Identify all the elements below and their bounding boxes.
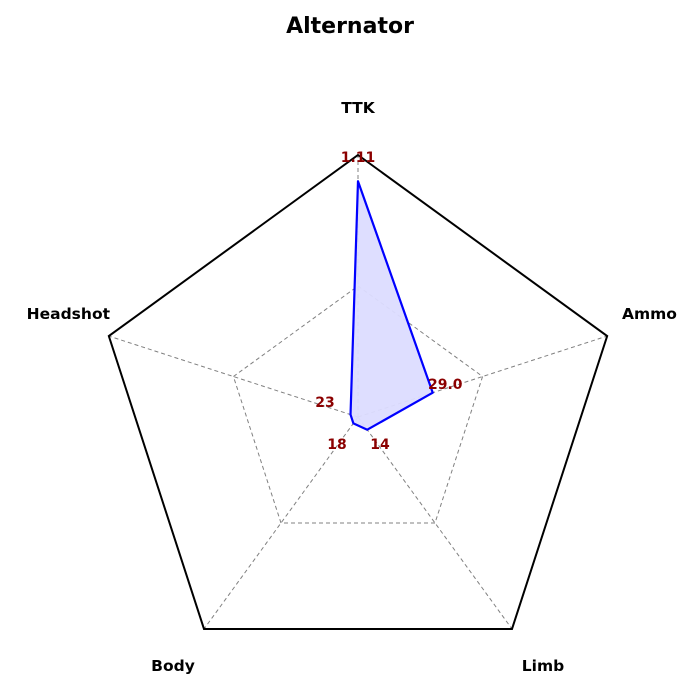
value-label-headshot: 23 xyxy=(315,395,334,411)
outer-frame xyxy=(107,153,609,630)
axis-label-ttk: TTK xyxy=(341,99,376,117)
value-label-body: 18 xyxy=(327,437,346,453)
axis-label-limb: Limb xyxy=(522,657,564,675)
chart-title: Alternator xyxy=(286,14,414,39)
spoke-limb xyxy=(357,416,513,630)
series-polygon-1 xyxy=(349,180,434,431)
axis-label-body: Body xyxy=(151,657,195,675)
value-label-limb: 14 xyxy=(370,437,390,453)
label-layer: TTK Ammo Limb Body Headshot 1.11 29.0 14 18 23 xyxy=(27,99,677,675)
series-layer xyxy=(349,180,434,431)
grid-ring-1 xyxy=(232,285,484,524)
axis-label-headshot: Headshot xyxy=(27,305,111,323)
axis-label-ammo: Ammo xyxy=(622,305,677,323)
spoke-body xyxy=(203,416,359,630)
spoke-headshot xyxy=(108,335,359,418)
value-label-ttk: 1.11 xyxy=(341,150,376,166)
value-label-ammo: 29.0 xyxy=(428,377,463,393)
